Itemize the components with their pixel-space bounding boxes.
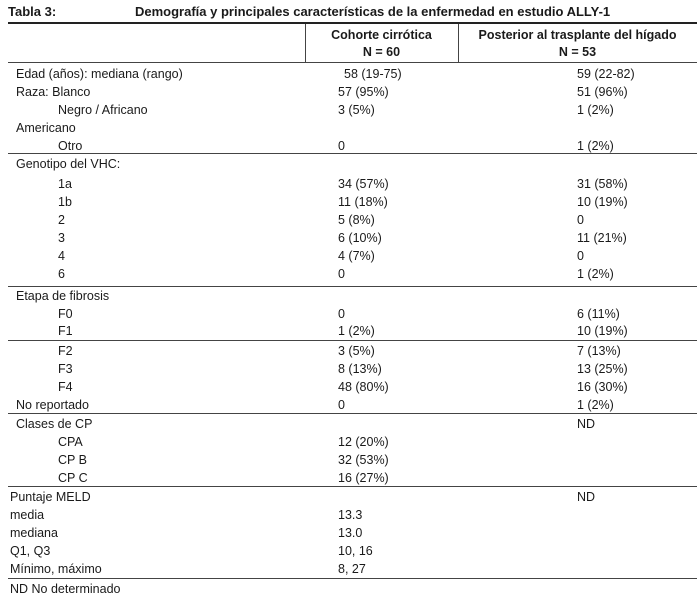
row-label: Americano xyxy=(16,121,76,135)
rule-header xyxy=(8,62,697,63)
row-value-cirrhotic: 10, 16 xyxy=(338,544,373,558)
rule-fibrosis xyxy=(8,286,697,287)
row-value-posttransplant: 1 (2%) xyxy=(577,103,614,117)
row-value-posttransplant: 7 (13%) xyxy=(577,344,621,358)
row-value-posttransplant: 0 xyxy=(577,213,584,227)
footnote: ND No determinado xyxy=(10,582,121,596)
row-value-cirrhotic: 0 xyxy=(338,398,345,412)
row-value-cirrhotic: 13.0 xyxy=(338,526,363,540)
row-label: Mínimo, máximo xyxy=(10,562,102,576)
row-label: CPA xyxy=(58,435,83,449)
row-value-posttransplant: ND xyxy=(577,490,596,504)
row-label: Q1, Q3 xyxy=(10,544,51,558)
row-value-cirrhotic: 16 (27%) xyxy=(338,471,389,485)
header-divider-1 xyxy=(305,24,306,62)
row-value-cirrhotic: 58 (19-75) xyxy=(344,67,402,81)
row-value-cirrhotic: 1 (2%) xyxy=(338,324,375,338)
row-value-cirrhotic: 5 (8%) xyxy=(338,213,375,227)
row-label: media xyxy=(10,508,45,522)
row-value-cirrhotic: 3 (5%) xyxy=(338,103,375,117)
row-value-cirrhotic: 4 (7%) xyxy=(338,249,375,263)
row-label: 6 xyxy=(58,267,65,281)
row-label: Puntaje MELD xyxy=(10,490,91,504)
row-value-cirrhotic: 8 (13%) xyxy=(338,362,382,376)
row-value-posttransplant: ND xyxy=(577,417,596,431)
row-value-cirrhotic: 34 (57%) xyxy=(338,177,389,191)
row-label: Otro xyxy=(58,139,83,153)
row-value-posttransplant: 6 (11%) xyxy=(577,307,620,321)
table-number: Tabla 3: xyxy=(8,4,57,19)
row-value-cirrhotic: 3 (5%) xyxy=(338,344,375,358)
row-label: 3 xyxy=(58,231,65,245)
rule-top xyxy=(8,22,697,24)
rule-bottom xyxy=(8,578,697,579)
row-label: No reportado xyxy=(16,398,89,412)
row-label: 4 xyxy=(58,249,65,263)
rule-meld xyxy=(8,486,697,487)
row-label: F4 xyxy=(58,380,73,394)
row-value-cirrhotic: 12 (20%) xyxy=(338,435,389,449)
header-divider-2 xyxy=(458,24,459,62)
row-value-cirrhotic: 57 (95%) xyxy=(338,85,389,99)
row-label: Negro / Africano xyxy=(58,103,148,117)
row-label: Genotipo del VHC: xyxy=(16,157,121,171)
row-value-cirrhotic: 0 xyxy=(338,307,345,321)
row-label: F1 xyxy=(58,324,73,338)
row-value-cirrhotic: 48 (80%) xyxy=(338,380,389,394)
row-label: CP B xyxy=(58,453,87,467)
row-value-posttransplant: 0 xyxy=(577,249,584,263)
row-label: Etapa de fibrosis xyxy=(16,289,110,303)
row-value-cirrhotic: 0 xyxy=(338,267,345,281)
row-value-cirrhotic: 32 (53%) xyxy=(338,453,389,467)
table-caption: Demografía y principales características… xyxy=(135,4,611,19)
rule-cp xyxy=(8,413,697,414)
row-label: 2 xyxy=(58,213,65,227)
row-value-posttransplant: 13 (25%) xyxy=(577,362,628,376)
row-label: 1b xyxy=(58,195,72,209)
row-value-cirrhotic: 0 xyxy=(338,139,345,153)
row-value-posttransplant: 1 (2%) xyxy=(577,398,614,412)
row-label: 1a xyxy=(58,177,72,191)
col-header-posttransplant-n: N = 53 xyxy=(558,45,597,59)
row-label: F0 xyxy=(58,307,73,321)
row-label: Edad (años): mediana (rango) xyxy=(16,67,183,81)
rule-genotype xyxy=(8,153,697,154)
row-label: F2 xyxy=(58,344,73,358)
row-value-posttransplant: 10 (19%) xyxy=(577,324,628,338)
row-value-posttransplant: 1 (2%) xyxy=(577,267,614,281)
rule-fibrosis-mid xyxy=(8,340,697,341)
row-value-posttransplant: 1 (2%) xyxy=(577,139,614,153)
row-value-posttransplant: 11 (21%) xyxy=(577,231,627,245)
col-header-cirrhotic-n: N = 60 xyxy=(362,45,401,59)
row-value-cirrhotic: 6 (10%) xyxy=(338,231,382,245)
col-header-posttransplant: Posterior al trasplante del hígado xyxy=(478,28,677,42)
row-value-cirrhotic: 11 (18%) xyxy=(338,195,388,209)
row-label: F3 xyxy=(58,362,73,376)
row-value-posttransplant: 59 (22-82) xyxy=(577,67,635,81)
row-value-posttransplant: 31 (58%) xyxy=(577,177,628,191)
row-value-posttransplant: 51 (96%) xyxy=(577,85,628,99)
row-label: mediana xyxy=(10,526,58,540)
row-label: Clases de CP xyxy=(16,417,93,431)
row-label: Raza: Blanco xyxy=(16,85,91,99)
col-header-cirrhotic: Cohorte cirrótica xyxy=(331,28,432,42)
row-value-cirrhotic: 13.3 xyxy=(338,508,363,522)
row-value-posttransplant: 16 (30%) xyxy=(577,380,628,394)
row-value-posttransplant: 10 (19%) xyxy=(577,195,628,209)
row-label: CP C xyxy=(58,471,88,485)
row-value-cirrhotic: 8, 27 xyxy=(338,562,366,576)
